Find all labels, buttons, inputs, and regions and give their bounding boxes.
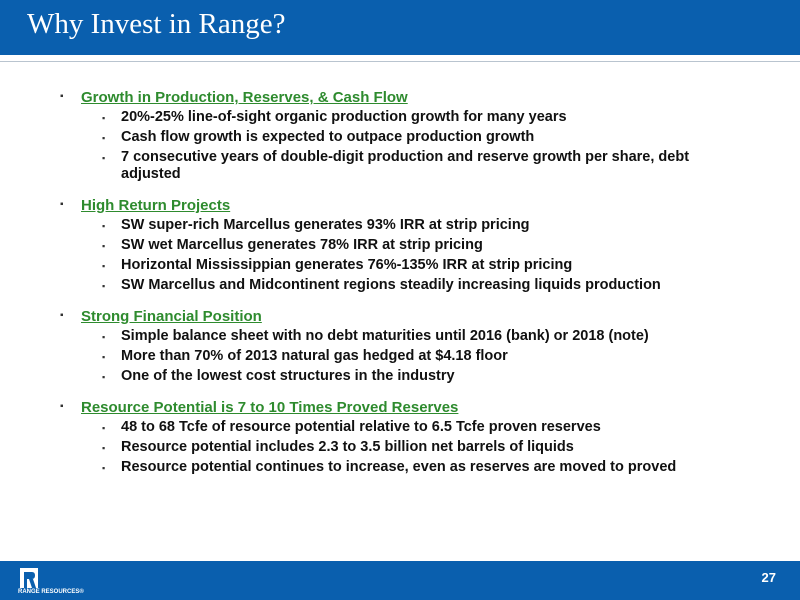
bullet-icon: ▪ xyxy=(60,91,64,102)
item-text: Resource potential includes 2.3 to 3.5 b… xyxy=(121,439,574,455)
heading-financial: Strong Financial Position xyxy=(81,308,262,325)
heading-resource: Resource Potential is 7 to 10 Times Prov… xyxy=(81,399,459,416)
bullet-icon: ▪ xyxy=(102,241,106,251)
slide-title: Why Invest in Range? xyxy=(27,8,286,40)
list-item: ▪ Simple balance sheet with no debt matur… xyxy=(0,328,800,345)
list-item: ▪ Resource potential includes 2.3 to 3.5 … xyxy=(0,439,800,456)
bullet-icon: ▪ xyxy=(102,423,106,433)
bullet-icon: ▪ xyxy=(102,352,106,362)
list-item: ▪ SW super-rich Marcellus generates 93% I… xyxy=(0,217,800,234)
section-heading: ▪ Resource Potential is 7 to 10 Times Pr… xyxy=(0,399,800,419)
section-heading: ▪ Strong Financial Position xyxy=(0,308,800,328)
bullet-icon: ▪ xyxy=(60,401,64,412)
bullet-icon: ▪ xyxy=(102,372,106,382)
section-resource: ▪ Resource Potential is 7 to 10 Times Pr… xyxy=(0,399,800,476)
heading-growth: Growth in Production, Reserves, & Cash F… xyxy=(81,89,408,106)
bullet-icon: ▪ xyxy=(102,153,106,163)
bullet-icon: ▪ xyxy=(102,221,106,231)
list-item: ▪ Cash flow growth is expected to outpace… xyxy=(0,129,800,146)
bullet-icon: ▪ xyxy=(102,113,106,123)
item-text: SW super-rich Marcellus generates 93% IR… xyxy=(121,217,530,233)
range-resources-logo-icon xyxy=(20,568,38,588)
section-heading: ▪ Growth in Production, Reserves, & Cash… xyxy=(0,89,800,109)
section-heading: ▪ High Return Projects xyxy=(0,197,800,217)
bullet-icon: ▪ xyxy=(60,310,64,321)
footer-bar xyxy=(0,561,800,600)
item-text: SW wet Marcellus generates 78% IRR at st… xyxy=(121,237,483,253)
list-item: ▪ 48 to 68 Tcfe of resource potential rel… xyxy=(0,419,800,436)
heading-returns: High Return Projects xyxy=(81,197,231,214)
list-item: ▪ 20%-25% line-of-sight organic productio… xyxy=(0,109,800,126)
list-item: ▪ 7 consecutive years of double-digit pro… xyxy=(0,149,800,183)
item-text: More than 70% of 2013 natural gas hedged… xyxy=(121,348,508,364)
list-item: ▪ Horizontal Mississippian generates 76%-… xyxy=(0,257,800,274)
title-bar: Why Invest in Range? xyxy=(0,0,800,55)
list-item: ▪ SW Marcellus and Midcontinent regions s… xyxy=(0,277,800,294)
bullet-icon: ▪ xyxy=(102,463,106,473)
item-text: Horizontal Mississippian generates 76%-1… xyxy=(121,257,573,273)
list-item: ▪ SW wet Marcellus generates 78% IRR at s… xyxy=(0,237,800,254)
page-number: 27 xyxy=(761,570,776,585)
list-item: ▪ More than 70% of 2013 natural gas hedge… xyxy=(0,348,800,365)
bullet-icon: ▪ xyxy=(102,133,106,143)
slide-body: ▪ Growth in Production, Reserves, & Cash… xyxy=(0,89,800,490)
section-financial: ▪ Strong Financial Position ▪ Simple bala… xyxy=(0,308,800,385)
list-item: ▪ Resource potential continues to increas… xyxy=(0,459,800,476)
item-text: 20%-25% line-of-sight organic production… xyxy=(121,109,567,125)
bullet-icon: ▪ xyxy=(102,443,106,453)
item-text: 7 consecutive years of double-digit prod… xyxy=(121,149,690,182)
item-text: Simple balance sheet with no debt maturi… xyxy=(121,328,649,344)
item-text: Resource potential continues to increase… xyxy=(121,459,677,475)
bullet-icon: ▪ xyxy=(60,199,64,210)
bullet-icon: ▪ xyxy=(102,261,106,271)
logo-wordmark: RANGE RESOURCES® xyxy=(18,589,84,595)
section-returns: ▪ High Return Projects ▪ SW super-rich Ma… xyxy=(0,197,800,294)
section-growth: ▪ Growth in Production, Reserves, & Cash… xyxy=(0,89,800,183)
item-text: One of the lowest cost structures in the… xyxy=(121,368,455,384)
item-text: 48 to 68 Tcfe of resource potential rela… xyxy=(121,419,601,435)
bullet-icon: ▪ xyxy=(102,281,106,291)
item-text: Cash flow growth is expected to outpace … xyxy=(121,129,535,145)
item-text: SW Marcellus and Midcontinent regions st… xyxy=(121,277,661,293)
bullet-icon: ▪ xyxy=(102,332,106,342)
list-item: ▪ One of the lowest cost structures in th… xyxy=(0,368,800,385)
title-divider xyxy=(0,61,800,62)
